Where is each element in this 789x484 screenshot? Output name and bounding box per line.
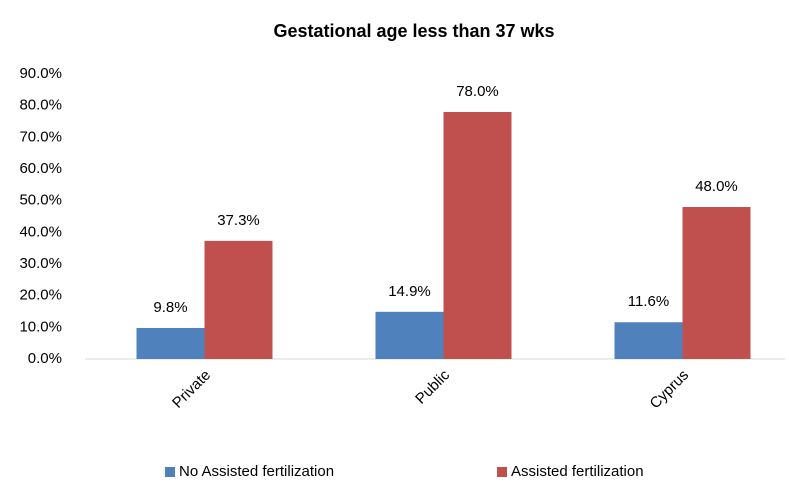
bar: [204, 240, 273, 359]
y-tick-label: 30.0%: [19, 255, 62, 272]
data-label: 14.9%: [388, 283, 431, 300]
legend-label: No Assisted fertilization: [179, 463, 334, 480]
bar: [443, 112, 512, 359]
y-tick-label: 90.0%: [19, 65, 62, 82]
y-tick-label: 70.0%: [19, 128, 62, 145]
y-tick-label: 20.0%: [19, 287, 62, 304]
x-tick-label: Public: [412, 366, 453, 407]
y-tick-label: 80.0%: [19, 97, 62, 114]
y-tick-label: 60.0%: [19, 160, 62, 177]
x-tick-label: Cyprus: [647, 367, 693, 413]
bar: [375, 311, 444, 359]
data-label: 37.3%: [217, 212, 260, 229]
y-tick-label: 10.0%: [19, 318, 62, 335]
data-label: 78.0%: [456, 83, 499, 100]
chart-title: Gestational age less than 37 wks: [273, 21, 554, 41]
y-tick-label: 0.0%: [28, 350, 62, 367]
x-tick-label: Private: [169, 367, 214, 412]
data-label: 11.6%: [628, 293, 669, 310]
legend-label: Assisted fertilization: [511, 463, 644, 480]
data-label: 48.0%: [695, 178, 738, 195]
bar: [136, 327, 205, 359]
bar: [614, 322, 683, 359]
data-label: 9.8%: [153, 299, 187, 316]
legend-swatch: [497, 467, 507, 477]
y-tick-label: 50.0%: [19, 192, 62, 209]
bar: [682, 207, 751, 359]
y-tick-label: 40.0%: [19, 223, 62, 240]
legend-swatch: [165, 467, 175, 477]
